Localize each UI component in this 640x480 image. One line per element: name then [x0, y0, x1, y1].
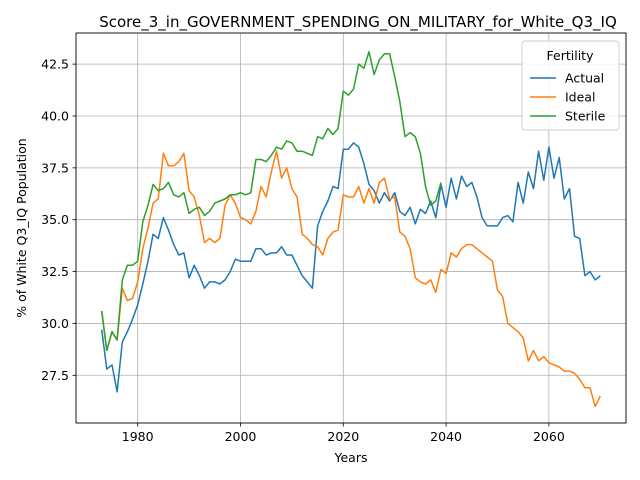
x-tick-label: 2060 [533, 429, 565, 444]
y-tick-label: 40.0 [41, 108, 69, 123]
legend-label-ideal: Ideal [565, 90, 595, 105]
legend-box [521, 40, 620, 131]
plot-frame [75, 32, 627, 424]
y-tick-label: 42.5 [41, 57, 69, 72]
legend: Fertility Actual Ideal Sterile [521, 40, 620, 131]
legend-items: Actual Ideal Sterile [530, 71, 606, 124]
y-tick-label: 27.5 [41, 368, 69, 383]
legend-label-actual: Actual [565, 71, 604, 86]
y-tick-label: 30.0 [41, 316, 69, 331]
y-axis-ticks: 27.5 30.0 32.5 35.0 37.5 40.0 42.5 [41, 57, 76, 383]
y-tick-label: 35.0 [41, 212, 69, 227]
series-line-actual [100, 142, 601, 393]
x-tick-label: 1980 [122, 429, 154, 444]
chart-title: Score_3_in_GOVERNMENT_SPENDING_ON_MILITA… [99, 13, 617, 32]
x-axis-label: Years [334, 450, 368, 465]
series-group [100, 50, 601, 408]
y-tick-label: 32.5 [41, 264, 69, 279]
y-tick-label: 37.5 [41, 160, 69, 175]
series-line-ideal [100, 150, 601, 408]
x-tick-label: 2040 [430, 429, 462, 444]
x-axis-ticks: 1980 2000 2020 2040 2060 [122, 423, 565, 444]
legend-label-sterile: Sterile [565, 109, 606, 124]
y-axis-label: % of White Q3_IQ Population [14, 138, 29, 317]
x-tick-label: 2000 [225, 429, 257, 444]
x-tick-label: 2020 [327, 429, 359, 444]
legend-title: Fertility [547, 48, 595, 63]
series-line-sterile [100, 50, 442, 352]
